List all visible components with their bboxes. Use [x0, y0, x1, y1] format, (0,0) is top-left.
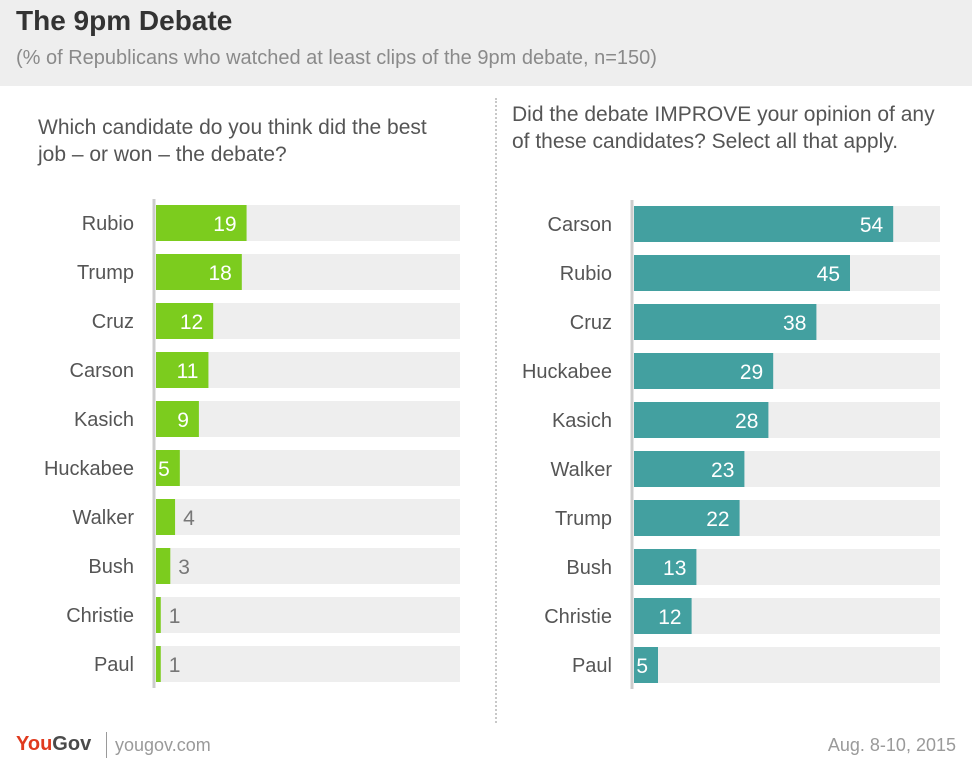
right-question: Did the debate IMPROVE your opinion of a… [512, 103, 935, 153]
bar [156, 646, 161, 682]
value-label: 4 [183, 507, 195, 530]
category-label: Paul [572, 655, 612, 677]
category-label: Rubio [560, 263, 612, 285]
bar [156, 401, 199, 437]
category-label: Huckabee [522, 361, 612, 383]
value-label: 19 [213, 213, 236, 236]
category-label: Bush [88, 556, 134, 578]
yougov-logo: YouGov [16, 733, 91, 756]
footer-url: yougov.com [115, 735, 211, 755]
category-label: Kasich [552, 410, 612, 432]
left-question: Which candidate do you think did the bes… [38, 116, 427, 166]
bar [634, 598, 692, 634]
value-label: 54 [860, 214, 884, 237]
value-label: 11 [177, 360, 199, 383]
bar [634, 451, 745, 487]
bar [634, 647, 658, 683]
logo-gov-text: Gov [52, 733, 92, 755]
bar [156, 548, 171, 584]
category-label: Trump [77, 262, 134, 284]
bar-track [156, 499, 460, 535]
bar [156, 499, 176, 535]
value-label: 3 [178, 556, 190, 579]
chart-title: The 9pm Debate [16, 5, 233, 36]
footer-date: Aug. 8-10, 2015 [827, 735, 956, 755]
category-label: Cruz [570, 312, 612, 334]
category-label: Carson [70, 360, 134, 382]
bar [156, 205, 247, 241]
logo-you-text: You [16, 733, 53, 755]
bar [634, 549, 697, 585]
bar [156, 254, 242, 290]
bar-track [156, 548, 460, 584]
bar-track [156, 450, 460, 486]
bar [634, 353, 774, 389]
category-label: Huckabee [44, 458, 134, 480]
value-label: 12 [658, 606, 681, 629]
bar [634, 206, 894, 242]
category-label: Trump [555, 508, 612, 530]
value-label: 12 [180, 311, 203, 334]
value-label: 9 [177, 409, 189, 432]
chart-subtitle: (% of Republicans who watched at least c… [16, 47, 657, 69]
bar [156, 303, 214, 339]
value-label: 5 [636, 655, 648, 678]
panel-divider [495, 98, 497, 723]
bar [156, 352, 209, 388]
value-label: 22 [706, 508, 729, 531]
category-label: Carson [548, 214, 612, 236]
category-label: Kasich [74, 409, 134, 431]
bar-track [634, 647, 940, 683]
category-label: Christie [544, 606, 612, 628]
value-label: 38 [783, 312, 806, 335]
value-label: 5 [158, 458, 170, 481]
bar [156, 450, 180, 486]
category-label: Walker [551, 459, 613, 481]
bar [634, 402, 769, 438]
category-label: Paul [94, 654, 134, 676]
value-label: 1 [169, 605, 181, 628]
category-label: Walker [73, 507, 135, 529]
bar-track [156, 597, 460, 633]
value-label: 45 [817, 263, 840, 286]
bar [156, 597, 161, 633]
bar [634, 304, 817, 340]
value-label: 28 [735, 410, 758, 433]
header: The 9pm Debate (% of Republicans who wat… [0, 0, 972, 86]
value-label: 13 [663, 557, 686, 580]
bar-track [156, 401, 460, 437]
value-label: 18 [208, 262, 231, 285]
category-label: Bush [566, 557, 612, 579]
bar-track [156, 646, 460, 682]
bar [634, 500, 740, 536]
bar [634, 255, 850, 291]
category-label: Christie [66, 605, 134, 627]
value-label: 29 [740, 361, 763, 384]
category-label: Cruz [92, 311, 134, 333]
footer-separator [106, 732, 107, 758]
value-label: 23 [711, 459, 734, 482]
category-label: Rubio [82, 213, 134, 235]
right-bar-chart: Carson 54 Rubio 45 Cruz 38 Huckabee 29 Kasich 28 W… [522, 200, 940, 689]
value-label: 1 [169, 654, 181, 677]
